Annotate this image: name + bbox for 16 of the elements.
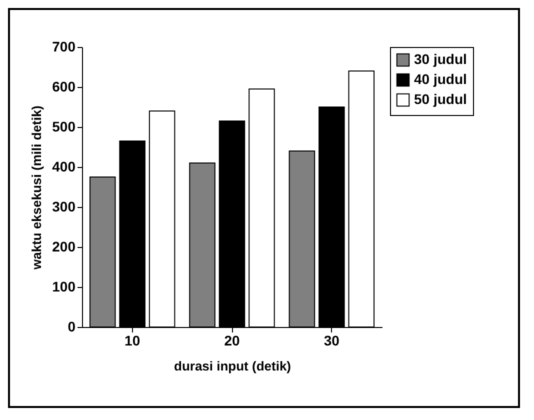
x-tick-label: 30 [324,332,340,348]
y-tick-label: 400 [52,158,76,174]
y-tick-label: 100 [52,278,76,294]
x-tick-label: 10 [124,332,140,348]
y-tick-label: 200 [52,238,76,254]
legend-label: 50 judul [414,91,467,107]
y-axis-title: waktu eksekusi (mili detik) [29,105,44,271]
y-tick-label: 300 [52,198,76,214]
y-tick-label: 600 [52,78,76,94]
x-axis-title: durasi input (detik) [174,358,291,374]
y-tick-label: 700 [52,38,76,54]
x-tick-label: 20 [224,332,240,348]
legend-label: 30 judul [414,51,467,67]
y-tick-label: 500 [52,118,76,134]
legend-label: 40 judul [414,71,467,87]
y-tick-label: 0 [68,318,76,334]
